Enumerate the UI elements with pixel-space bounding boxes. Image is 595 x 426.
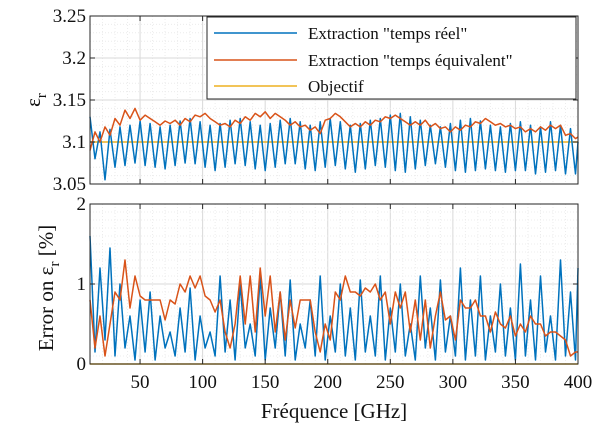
- x-tick-label-350: 350: [501, 372, 530, 393]
- legend: Extraction "temps réel" Extraction "temp…: [206, 16, 577, 100]
- bottom-ticks: [90, 203, 579, 365]
- top-y-tick-label-2: 3.15: [53, 90, 86, 111]
- top-y-axis-label: εr: [21, 93, 50, 107]
- legend-label-2: Objectif: [308, 77, 364, 96]
- x-axis-label: Fréquence [GHz]: [261, 399, 407, 423]
- bottom-y-tick-label-2: 2: [77, 194, 87, 215]
- legend-label-1: Extraction "temps équivalent": [308, 51, 513, 70]
- x-tick-label-400: 400: [564, 372, 593, 393]
- x-tick-label-300: 300: [439, 372, 468, 393]
- bottom-y-tick-label-1: 1: [77, 274, 87, 295]
- bottom-y-tick-labels: 0 1 2: [77, 194, 87, 375]
- bottom-x-tick-labels: 50 100 150 200 250 300 350 400: [131, 372, 593, 393]
- bottom-panel: 0 1 2 50 100 150 200 250 300 350 400 Error on εr …: [34, 194, 592, 423]
- x-tick-label-200: 200: [313, 372, 342, 393]
- x-tick-label-50: 50: [131, 372, 150, 393]
- x-tick-label-150: 150: [251, 372, 280, 393]
- bottom-y-axis-label: Error on εr [%]: [34, 225, 63, 351]
- top-y-tick-labels: 3.05 3.1 3.15 3.2 3.25: [53, 6, 86, 195]
- top-y-axis-label-main: ε: [21, 98, 45, 107]
- top-series-line-0: [89, 112, 579, 181]
- top-y-tick-label-3: 3.2: [62, 48, 86, 69]
- top-y-axis-label-sub: r: [34, 93, 50, 98]
- x-tick-label-250: 250: [376, 372, 405, 393]
- top-y-tick-label-0: 3.05: [53, 174, 86, 195]
- bottom-series-line-0: [89, 235, 579, 361]
- bottom-y-axis-label-suffix: [%]: [34, 225, 58, 262]
- legend-label-0: Extraction "temps réel": [308, 24, 467, 43]
- bottom-y-axis-label-main: Error on ε: [34, 266, 58, 351]
- top-series: [89, 107, 579, 181]
- top-panel: 3.05 3.1 3.15 3.2 3.25 εr Extraction "temps …: [21, 6, 579, 195]
- bottom-series-line-1: [89, 259, 578, 357]
- top-series-line-1: [89, 107, 579, 151]
- bottom-y-tick-label-0: 0: [77, 354, 87, 375]
- bottom-y-axis-label-sub: r: [47, 262, 63, 267]
- top-y-tick-label-4: 3.25: [53, 6, 86, 27]
- top-y-tick-label-1: 3.1: [62, 132, 86, 153]
- x-tick-label-100: 100: [188, 372, 217, 393]
